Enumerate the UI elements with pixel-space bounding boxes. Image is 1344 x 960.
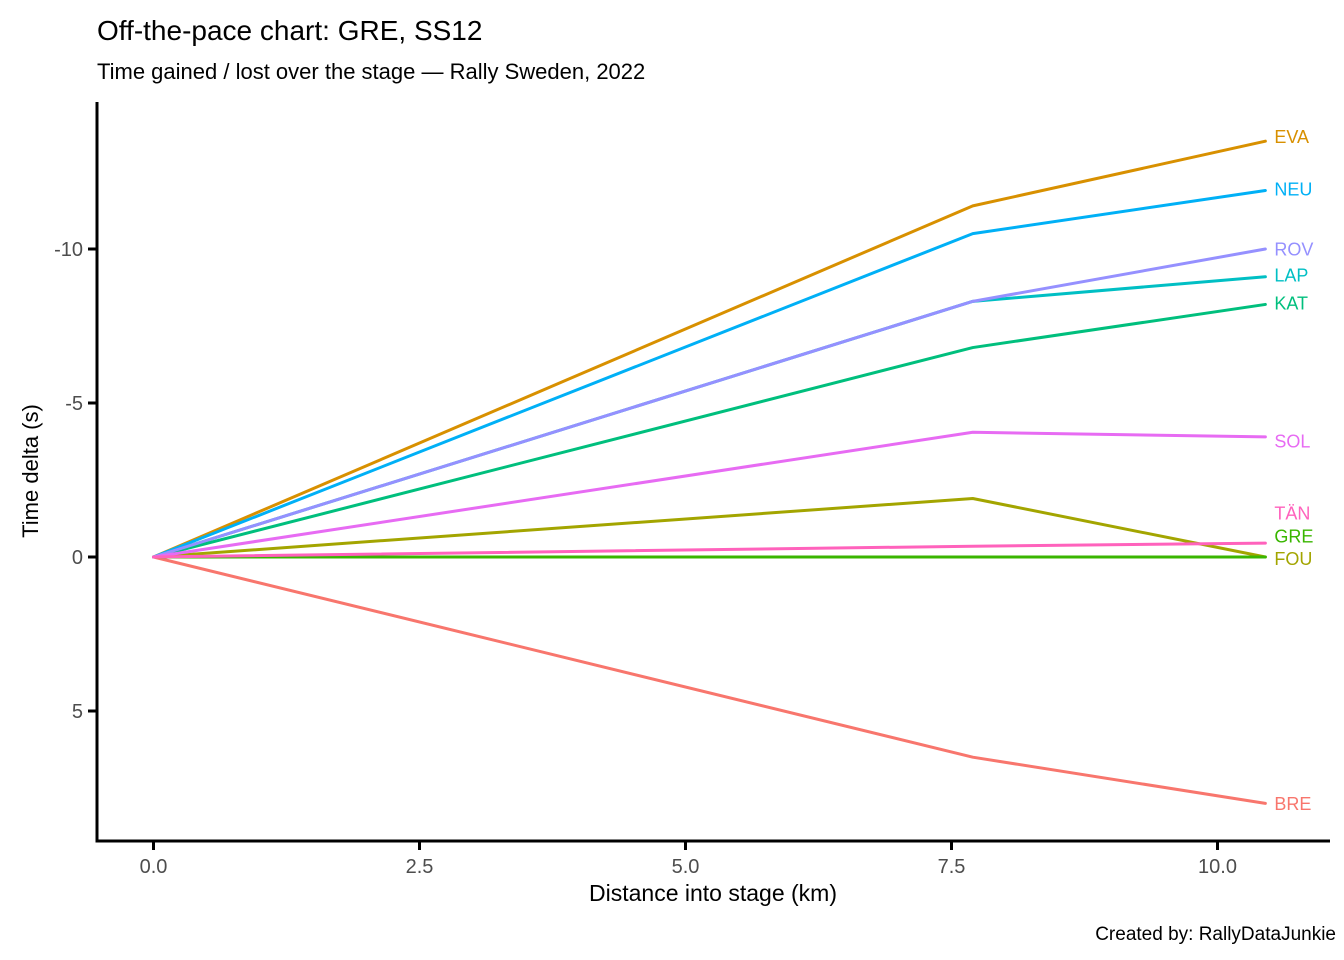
series-label-EVA: EVA [1274,127,1309,147]
series-label-GRE: GRE [1274,527,1313,547]
y-tick-label: 0 [72,547,83,569]
x-tick-label: 5.0 [672,856,700,878]
series-line-EVA [152,139,1267,559]
series-line-ROV [152,247,1267,559]
y-tick-label: -5 [65,393,83,415]
chart-title: Off-the-pace chart: GRE, SS12 [97,15,483,46]
series-line-TÄN [152,541,1267,559]
series-line-FOU [152,496,1267,559]
series-label-NEU: NEU [1274,179,1312,199]
x-tick-label: 0.0 [140,856,168,878]
series-label-FOU: FOU [1274,549,1312,569]
chart-subtitle: Time gained / lost over the stage — Rall… [97,59,646,84]
y-tick-label: -10 [54,239,83,261]
y-tick-label: 5 [72,701,83,723]
x-axis-title: Distance into stage (km) [589,880,837,906]
series-line-BRE [152,555,1267,805]
series-label-TÄN: TÄN [1274,503,1310,523]
x-tick-label: 10.0 [1198,856,1237,878]
series-label-LAP: LAP [1274,266,1308,286]
x-tick-label: 7.5 [938,856,966,878]
x-tick-label: 2.5 [406,856,434,878]
series-line-SOL [152,430,1267,559]
series-label-BRE: BRE [1274,794,1311,814]
caption: Created by: RallyDataJunkie [1095,924,1336,945]
series-label-ROV: ROV [1274,240,1313,260]
series-line-NEU [152,188,1267,559]
series-label-KAT: KAT [1274,293,1308,313]
series-label-SOL: SOL [1274,431,1310,451]
series-line-KAT [152,302,1267,559]
